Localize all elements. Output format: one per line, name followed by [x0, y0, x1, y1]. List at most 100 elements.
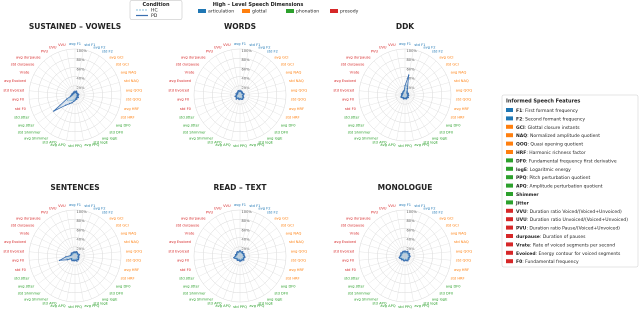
- axis-label: std logE: [93, 302, 108, 306]
- feature-entry: GCI: Glottal closure instants: [516, 124, 580, 130]
- axis-label: avg Jitter: [18, 285, 35, 289]
- axis-label: avg NAQ: [286, 231, 302, 235]
- radar-point: [73, 100, 75, 103]
- axis-label: std durpause: [11, 223, 35, 227]
- axis-label: UVU: [214, 45, 222, 49]
- spoke: [239, 90, 286, 96]
- radar-point: [234, 95, 236, 98]
- spoke: [215, 94, 241, 135]
- chart-title: SENTENCES: [50, 183, 99, 192]
- spoke: [404, 255, 422, 299]
- axis-label: std DF0: [439, 131, 454, 135]
- feature-swatch: [506, 234, 513, 238]
- feature-key: QOQ: [516, 141, 528, 147]
- r-tick-label: 100%: [407, 49, 418, 53]
- axis-label: avg Shimmer: [354, 297, 379, 301]
- r-tick-label: 80%: [242, 58, 251, 62]
- spoke: [74, 94, 107, 130]
- feature-swatch: [506, 150, 513, 154]
- feature-swatch: [506, 141, 513, 146]
- feature-desc: : Harmonic richness factor: [526, 150, 586, 156]
- spoke: [208, 60, 241, 96]
- spoke: [404, 243, 450, 257]
- spoke: [74, 55, 100, 96]
- spoke: [231, 49, 241, 96]
- axis-label: std Evoiced: [333, 88, 354, 92]
- radar-point: [241, 250, 244, 253]
- axis-label: avg HRF: [289, 107, 304, 111]
- feature-desc: : Duration ratio Unvoiced/(Voiced+Unvoic…: [527, 217, 628, 223]
- spoke: [30, 243, 76, 257]
- radar-point: [236, 250, 239, 253]
- spoke: [368, 94, 406, 123]
- axis-label: std F1: [249, 204, 260, 208]
- spoke: [58, 52, 76, 96]
- axis-label: std APQ: [207, 141, 221, 145]
- spoke: [404, 210, 414, 257]
- axis-label: std F1: [414, 43, 425, 47]
- feature-entry: durpause: Duration of pauses: [516, 234, 586, 240]
- feature-desc: : Rate of voiced segments per second: [530, 242, 615, 248]
- feature-key: Vrate: [516, 242, 530, 248]
- r-tick-label: 40%: [242, 77, 251, 81]
- feature-swatch: [506, 242, 513, 247]
- axis-label: avg logE: [267, 136, 283, 140]
- feature-key: Shimmer: [516, 192, 539, 198]
- spoke: [404, 90, 451, 96]
- radar-point: [240, 90, 243, 92]
- spoke: [239, 251, 286, 257]
- legend-label: phonation: [296, 9, 319, 15]
- axis-label: std F2: [102, 211, 113, 215]
- feature-entry: Jitter: [515, 200, 530, 206]
- spoke: [239, 255, 272, 291]
- features-panel-box: [501, 94, 639, 268]
- feature-entry: F2: Second formant frequency: [516, 116, 585, 122]
- spoke: [198, 74, 241, 96]
- radar-point: [242, 258, 245, 260]
- radar-point: [404, 250, 406, 252]
- feature-desc: : Second formant frequency: [522, 116, 585, 122]
- radar-point: [71, 102, 73, 104]
- radar-point: [402, 250, 404, 252]
- axis-label: avg durpause: [181, 216, 206, 220]
- spoke: [74, 74, 117, 96]
- spoke: [360, 255, 406, 269]
- radar-point: [77, 95, 79, 97]
- radar-point: [69, 95, 72, 97]
- chart-title: SUSTAINED – VOWELS: [29, 22, 121, 31]
- radar-point: [237, 90, 240, 92]
- spoke: [359, 90, 406, 96]
- feature-swatch: [506, 133, 513, 138]
- spoke: [404, 94, 442, 123]
- axis-label: avg Evoiced: [4, 240, 26, 244]
- feature-key: GCI: [516, 124, 525, 130]
- axis-label: std Evoiced: [3, 88, 24, 92]
- axis-label: std durpause: [176, 62, 200, 66]
- axis-label: std F2: [432, 50, 443, 54]
- axis-label: std Shimmer: [348, 131, 371, 135]
- axis-label: std PPQ: [233, 305, 247, 309]
- spoke: [404, 94, 414, 141]
- feature-entry: APQ: Amplitude perturbation quotient: [516, 183, 603, 189]
- radar-point: [76, 253, 79, 255]
- spoke: [239, 55, 265, 96]
- axis-label: std NAQ: [289, 240, 304, 244]
- axis-label: std HRF: [451, 277, 465, 281]
- axis-label: avg DF0: [446, 124, 462, 128]
- spoke: [404, 228, 442, 257]
- axis-label: Vrate: [20, 231, 31, 235]
- feature-swatch: [506, 108, 513, 112]
- radar-point: [400, 96, 402, 98]
- axis-label: std DF0: [439, 292, 454, 296]
- axis-label: std HRF: [121, 277, 135, 281]
- r-tick-label: 20%: [77, 86, 86, 90]
- feature-desc: : Quasi opening quotient: [527, 141, 583, 147]
- condition-legend-box: [129, 0, 183, 20]
- axis-label: Vrate: [350, 231, 361, 235]
- axis-label: avg APQ: [50, 304, 65, 308]
- axis-label: std DF0: [274, 131, 289, 135]
- axis-label: std Jitter: [14, 277, 30, 281]
- feature-swatch: [506, 175, 513, 180]
- axis-label: avg QOQ: [291, 249, 307, 253]
- features-panel-title: Informed Speech Features: [506, 99, 580, 105]
